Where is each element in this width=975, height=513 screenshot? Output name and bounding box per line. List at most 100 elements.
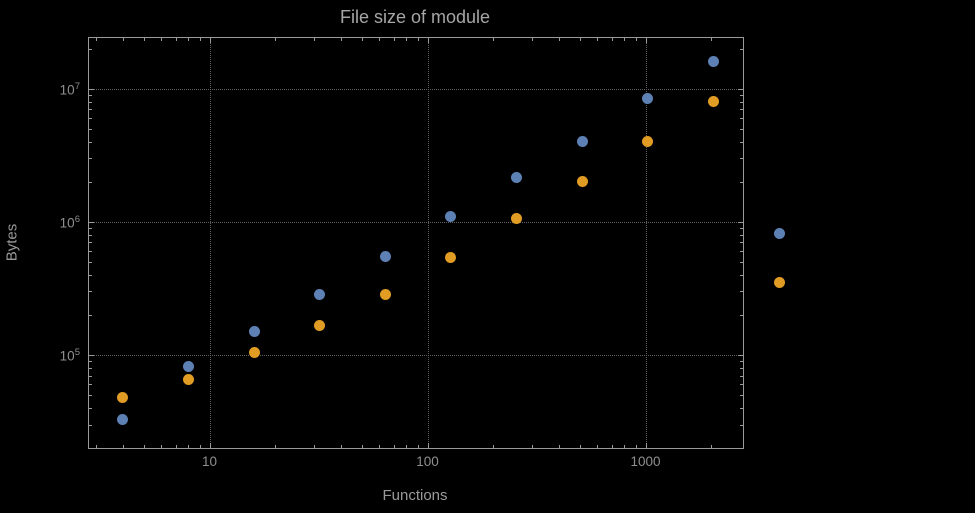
x-tick-minor-mirror bbox=[635, 38, 637, 41]
y-tick-minor bbox=[89, 118, 92, 120]
y-tick-minor bbox=[89, 158, 92, 160]
x-tick-minor bbox=[161, 445, 163, 448]
y-tick-minor bbox=[89, 395, 92, 396]
y-tick-minor bbox=[89, 141, 92, 143]
x-tick-label: 1000 bbox=[630, 454, 661, 469]
data-point-blue bbox=[182, 360, 194, 372]
x-gridline bbox=[427, 38, 429, 448]
y-tick-major-mirror bbox=[738, 354, 743, 356]
x-tick-minor bbox=[531, 445, 533, 448]
data-point-blue bbox=[707, 55, 719, 67]
y-tick-label: 105 bbox=[59, 346, 80, 364]
y-tick-minor-mirror bbox=[740, 128, 743, 130]
data-point-orange bbox=[379, 288, 391, 300]
data-point-orange bbox=[248, 346, 260, 358]
x-tick-minor bbox=[624, 445, 626, 448]
y-tick-minor-mirror bbox=[740, 234, 743, 236]
y-tick-minor-mirror bbox=[740, 48, 743, 50]
x-tick-minor-mirror bbox=[95, 38, 97, 41]
x-tick-minor bbox=[188, 445, 190, 448]
x-tick-minor-mirror bbox=[340, 38, 342, 41]
x-tick-minor-mirror bbox=[624, 38, 626, 41]
x-tick-minor bbox=[275, 445, 277, 448]
x-tick-minor bbox=[175, 445, 177, 448]
y-tick-minor-mirror bbox=[740, 424, 743, 426]
x-tick-minor-mirror bbox=[493, 38, 495, 41]
x-tick-minor-mirror bbox=[417, 38, 419, 41]
y-tick-minor-mirror bbox=[740, 118, 743, 120]
x-tick-label: 10 bbox=[202, 454, 218, 469]
x-tick-major-mirror bbox=[209, 38, 211, 43]
y-tick-minor-mirror bbox=[740, 261, 743, 263]
x-tick-minor-mirror bbox=[611, 38, 613, 41]
y-tick-major-mirror bbox=[738, 221, 743, 223]
x-tick-minor-mirror bbox=[393, 38, 395, 41]
y-tick-minor-mirror bbox=[740, 314, 743, 316]
y-gridline bbox=[89, 354, 743, 356]
x-tick-minor bbox=[417, 445, 419, 448]
y-tick-minor-mirror bbox=[740, 251, 743, 253]
x-tick-major-mirror bbox=[645, 38, 647, 43]
x-tick-minor-mirror bbox=[579, 38, 581, 41]
data-point-blue bbox=[511, 172, 523, 183]
y-tick-minor bbox=[89, 314, 92, 316]
data-point-orange bbox=[445, 251, 457, 263]
y-tick-minor bbox=[89, 291, 92, 293]
x-tick-minor bbox=[635, 445, 637, 448]
y-tick-minor-mirror bbox=[740, 384, 743, 386]
x-tick-minor bbox=[379, 445, 381, 448]
y-tick-minor bbox=[89, 181, 92, 183]
x-tick-minor bbox=[361, 445, 363, 448]
x-tick-minor-mirror bbox=[711, 38, 713, 41]
data-point-blue bbox=[445, 210, 457, 222]
y-tick-minor bbox=[89, 234, 92, 236]
y-tick-minor-mirror bbox=[740, 375, 743, 377]
data-point-orange bbox=[576, 176, 588, 188]
x-tick-minor bbox=[406, 445, 408, 448]
x-gridline bbox=[645, 38, 647, 448]
data-point-orange bbox=[773, 276, 785, 288]
x-tick-minor bbox=[579, 445, 581, 448]
x-tick-minor-mirror bbox=[406, 38, 408, 41]
x-tick-minor bbox=[711, 445, 713, 448]
x-tick-minor-mirror bbox=[122, 38, 124, 41]
data-point-orange bbox=[314, 320, 326, 332]
y-tick-minor-mirror bbox=[740, 291, 743, 293]
data-point-orange bbox=[182, 374, 194, 386]
x-tick-minor bbox=[143, 445, 145, 448]
x-tick-minor-mirror bbox=[379, 38, 381, 41]
y-tick-minor bbox=[89, 128, 92, 130]
y-tick-minor bbox=[89, 94, 92, 96]
y-tick-major bbox=[89, 354, 94, 356]
data-point-blue bbox=[379, 250, 391, 262]
data-point-blue bbox=[642, 92, 654, 104]
y-tick-minor-mirror bbox=[740, 181, 743, 183]
x-tick-minor-mirror bbox=[597, 38, 599, 41]
data-point-blue bbox=[773, 227, 785, 239]
y-tick-minor bbox=[89, 261, 92, 263]
y-tick-minor bbox=[89, 274, 92, 276]
y-gridline bbox=[89, 88, 743, 90]
data-point-orange bbox=[642, 136, 654, 148]
x-tick-minor-mirror bbox=[199, 38, 201, 41]
x-tick-minor-mirror bbox=[175, 38, 177, 41]
x-tick-major bbox=[645, 443, 647, 448]
y-axis-label: Bytes bbox=[2, 37, 22, 447]
x-gridline bbox=[209, 38, 211, 448]
x-tick-minor bbox=[340, 445, 342, 448]
y-axis-label-text: Bytes bbox=[3, 223, 21, 261]
y-tick-minor-mirror bbox=[740, 395, 743, 396]
x-tick-minor bbox=[611, 445, 613, 448]
y-tick-minor-mirror bbox=[740, 242, 743, 244]
y-tick-minor-mirror bbox=[740, 407, 743, 409]
y-tick-minor bbox=[89, 48, 92, 50]
y-tick-minor-mirror bbox=[740, 109, 743, 111]
y-tick-minor-mirror bbox=[740, 158, 743, 160]
y-tick-minor bbox=[89, 367, 92, 369]
x-axis-label: Functions bbox=[382, 487, 448, 504]
y-tick-minor-mirror bbox=[740, 227, 743, 229]
x-tick-major-mirror bbox=[427, 38, 429, 43]
x-tick-minor-mirror bbox=[558, 38, 560, 41]
x-tick-minor-mirror bbox=[188, 38, 190, 41]
